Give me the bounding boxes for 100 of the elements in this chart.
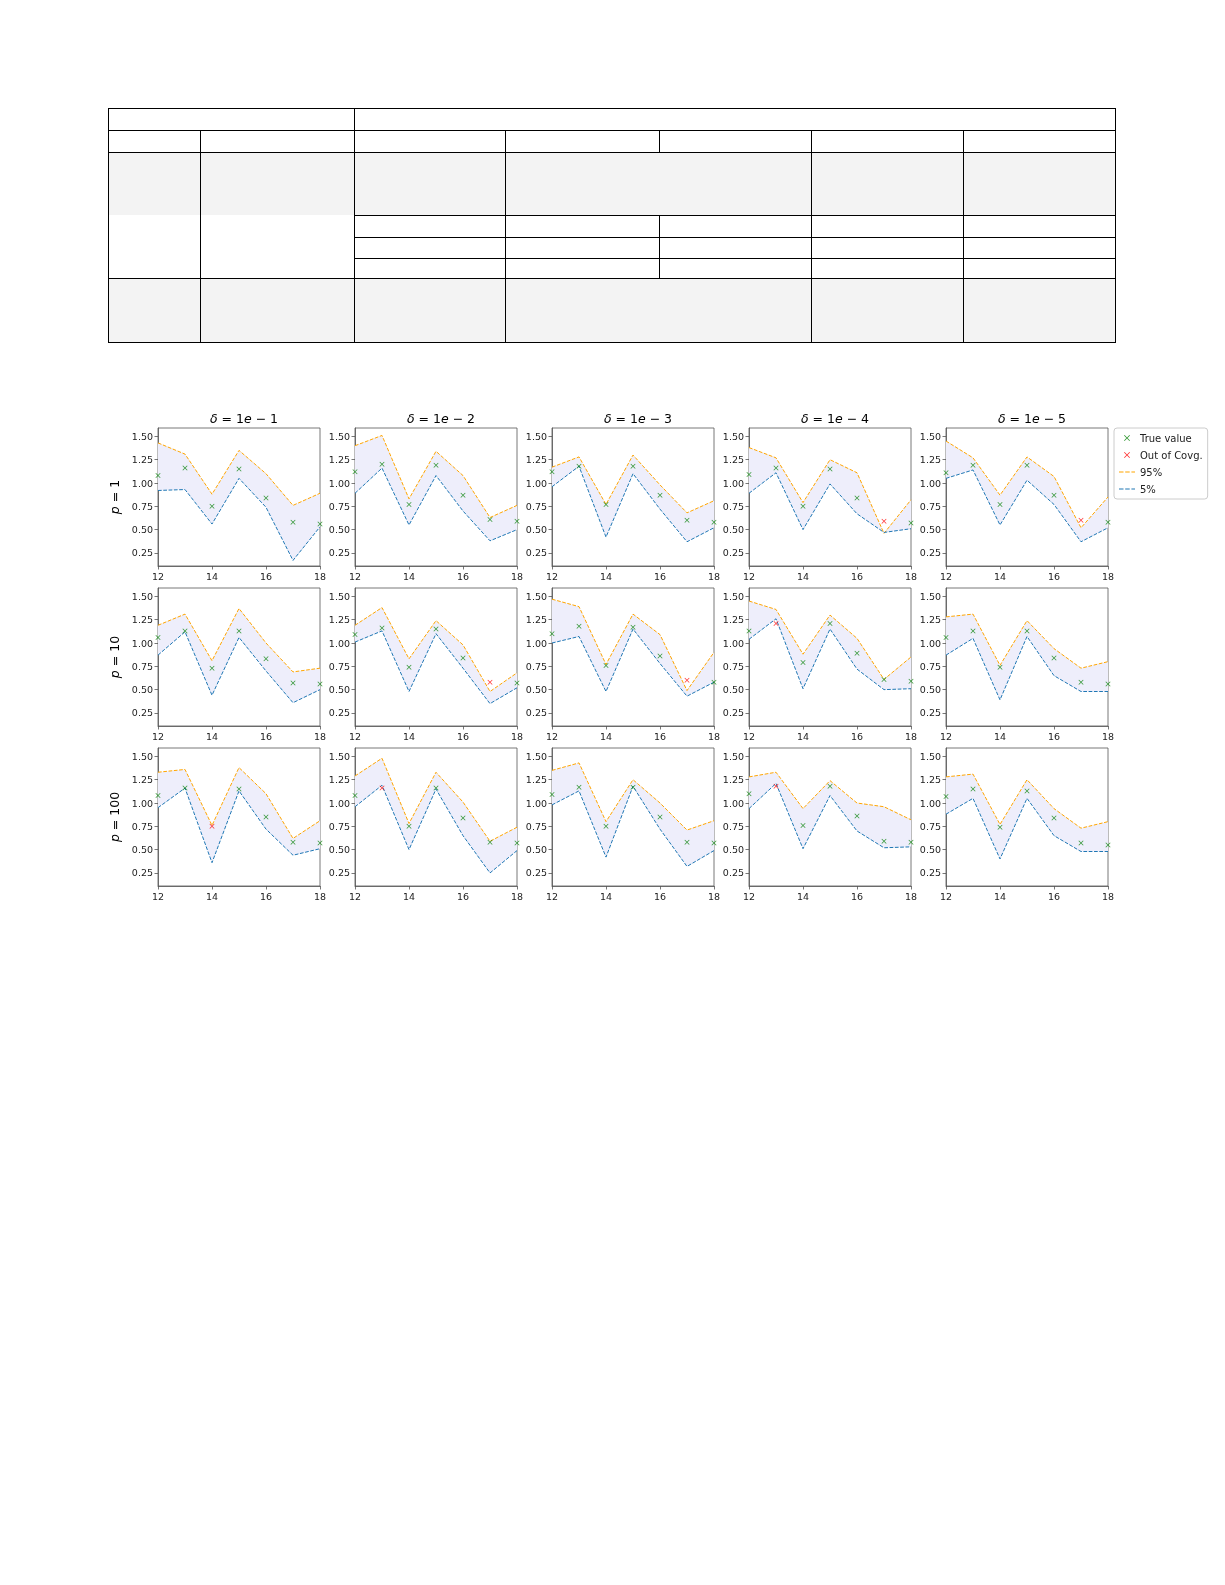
y-tick-label: 1.50 [131,430,153,442]
y-tick-label: 0.50 [131,684,153,696]
y-tick-label: 1.00 [131,797,153,809]
y-tick-label: 0.25 [525,867,547,879]
legend-label: Out of Covg. [1140,449,1203,461]
y-tick-label: 0.50 [919,844,941,856]
line-series [157,608,321,673]
x-tick-label: 18 [904,570,918,582]
y-tick-label: 1.00 [328,477,350,489]
y-tick-label: 1.50 [131,750,153,762]
x-tick-label: 18 [510,890,524,902]
y-tick-label: 0.50 [328,844,350,856]
y-tick-label: 0.50 [328,684,350,696]
y-tick-label: 1.25 [919,454,941,466]
legend-label: 95% [1140,466,1163,478]
line-series [945,773,1109,829]
x-tick-label: 14 [205,570,219,582]
y-tick-label: 0.25 [131,547,153,559]
x-tick-label: 16 [259,570,273,582]
x-tick-label: 16 [1047,570,1061,582]
y-tick-label: 0.50 [722,844,744,856]
x-tick-label: 12 [151,890,165,902]
x-tick-label: 12 [939,890,953,902]
line-series [551,762,715,831]
line-series [945,613,1109,669]
x-tick-label: 18 [707,890,721,902]
chart-title: δ = 1e − 1 [209,411,279,426]
y-tick-label: 1.00 [525,477,547,489]
y-axis-title: p = 100 [106,791,122,844]
y-tick-label: 0.25 [131,707,153,719]
x-tick-label: 14 [205,730,219,742]
x-tick-label: 12 [545,570,559,582]
x-tick-label: 16 [653,570,667,582]
y-tick-label: 0.50 [919,524,941,536]
y-tick-label: 0.25 [328,547,350,559]
y-tick-label: 1.25 [722,614,744,626]
y-tick-label: 0.25 [722,867,744,879]
y-tick-label: 1.25 [328,454,350,466]
legend-label: 5% [1140,483,1156,495]
y-tick-label: 1.50 [525,590,547,602]
x-tick-label: 16 [259,890,273,902]
x-tick-label: 14 [796,890,810,902]
y-tick-label: 1.50 [328,430,350,442]
y-tick-label: 0.25 [328,707,350,719]
y-tick-label: 1.25 [525,774,547,786]
y-tick-label: 1.00 [328,797,350,809]
y-tick-label: 1.00 [919,797,941,809]
x-tick-label: 12 [151,730,165,742]
y-tick-label: 1.25 [722,454,744,466]
x-tick-label: 14 [993,570,1007,582]
legend-label: True value [1139,432,1192,444]
y-tick-label: 1.50 [722,590,744,602]
y-tick-label: 0.75 [131,820,153,832]
y-tick-label: 0.75 [722,660,744,672]
y-tick-label: 1.25 [328,614,350,626]
x-tick-label: 14 [205,890,219,902]
y-tick-label: 1.50 [328,750,350,762]
chart-title: δ = 1e − 5 [997,411,1067,426]
y-tick-label: 0.25 [525,547,547,559]
x-tick-label: 16 [1047,730,1061,742]
y-tick-label: 1.00 [722,477,744,489]
y-tick-label: 1.50 [919,430,941,442]
line-series [945,797,1109,860]
y-tick-label: 0.75 [328,820,350,832]
y-tick-label: 0.75 [328,500,350,512]
y-tick-label: 0.75 [525,500,547,512]
y-tick-label: 0.75 [525,660,547,672]
x-tick-label: 18 [313,570,327,582]
x-tick-label: 16 [653,890,667,902]
y-tick-label: 1.25 [722,774,744,786]
x-tick-label: 12 [348,730,362,742]
x-tick-label: 14 [599,890,613,902]
x-tick-label: 16 [456,570,470,582]
y-tick-label: 0.25 [722,707,744,719]
line-series [748,782,912,850]
x-tick-label: 18 [707,570,721,582]
y-tick-label: 0.50 [525,844,547,856]
y-tick-label: 1.25 [131,454,153,466]
y-tick-label: 0.50 [919,684,941,696]
y-tick-label: 1.50 [919,750,941,762]
x-tick-label: 18 [904,890,918,902]
y-tick-label: 0.75 [722,820,744,832]
x-tick-label: 12 [545,730,559,742]
y-tick-label: 1.50 [722,430,744,442]
x-tick-label: 16 [850,730,864,742]
y-tick-label: 1.00 [722,797,744,809]
x-tick-label: 12 [348,890,362,902]
y-tick-label: 0.50 [328,524,350,536]
x-tick-label: 12 [939,730,953,742]
y-tick-label: 0.25 [131,867,153,879]
chart-title: δ = 1e − 4 [800,411,870,426]
y-tick-label: 1.25 [328,774,350,786]
y-tick-label: 0.25 [919,867,941,879]
y-tick-label: 1.00 [131,477,153,489]
y-tick-label: 1.50 [722,750,744,762]
y-tick-label: 1.25 [131,774,153,786]
line-series [551,454,715,514]
y-tick-label: 1.00 [722,637,744,649]
x-tick-label: 12 [151,570,165,582]
x-tick-label: 14 [796,730,810,742]
